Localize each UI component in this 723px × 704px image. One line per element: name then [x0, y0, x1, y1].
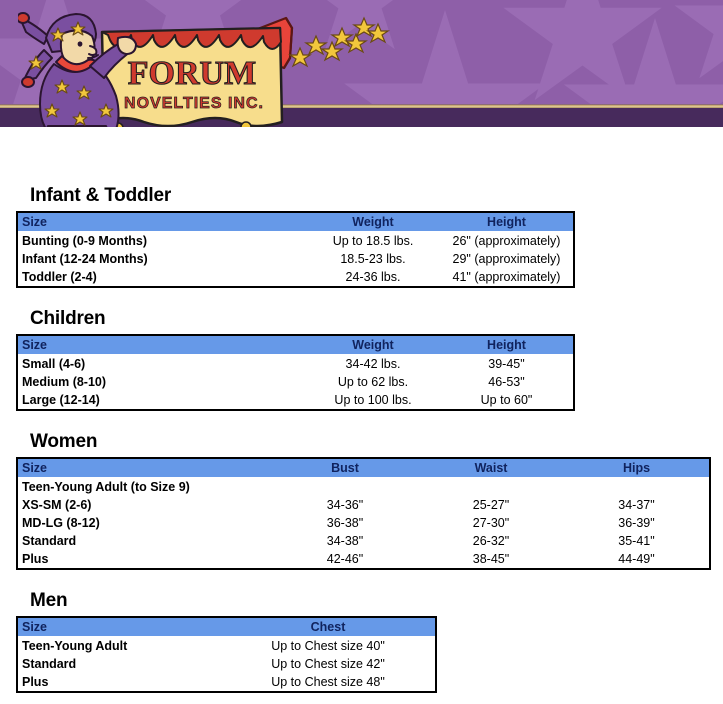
table-row: Plus 42-46" 38-45" 44-49": [17, 550, 710, 569]
column-header-chest: Chest: [221, 617, 436, 636]
cell-hips: 34-37": [618, 498, 655, 512]
page-title-children: Children: [30, 308, 106, 329]
table-header-row: Size Bust Waist Hips: [17, 458, 710, 477]
table-row: Bunting (0-9 Months) Up to 18.5 lbs. 26"…: [17, 231, 574, 250]
cell-size: XS-SM (2-6): [22, 498, 92, 512]
brand-name: FORUM: [128, 55, 256, 92]
column-header-height: Height: [440, 212, 574, 231]
cell-size: Infant (12-24 Months): [22, 252, 148, 266]
page-title-infant-toddler: Infant & Toddler: [30, 185, 172, 206]
cell-height: 29" (approximately): [452, 252, 561, 266]
size-table-men: Size Chest Teen-Young Adult Up to Chest …: [16, 616, 437, 693]
cell-size: Teen-Young Adult (to Size 9): [22, 480, 190, 494]
table-row: Large (12-14) Up to 100 lbs. Up to 60": [17, 391, 574, 410]
column-header-size: Size: [17, 212, 306, 231]
table-row: Medium (8-10) Up to 62 lbs. 46-53": [17, 373, 574, 391]
cell-bust: 36-38": [326, 516, 364, 530]
jester-mascot-icon: [18, 12, 137, 127]
cell-size: Large (12-14): [22, 393, 100, 407]
cell-height: 46-53": [488, 375, 525, 389]
cell-size: Standard: [22, 534, 77, 548]
cell-height: 39-45": [488, 357, 525, 371]
cell-size: Plus: [22, 552, 49, 566]
table-row: Standard 34-38" 26-32" 35-41": [17, 532, 710, 550]
section-men: Men Size Chest Teen-Young Adult Up to Ch…: [16, 590, 437, 693]
cell-size: Medium (8-10): [22, 375, 107, 389]
cell-hips: 36-39": [618, 516, 655, 530]
cell-bust: [272, 477, 418, 496]
table-header-row: Size Weight Height: [17, 335, 574, 354]
cell-waist: 25-27": [472, 498, 510, 512]
page-title-women: Women: [30, 431, 98, 452]
cell-weight: Up to 62 lbs.: [337, 375, 409, 389]
star-decoration-icon: [674, 0, 723, 79]
table-row: Small (4-6) 34-42 lbs. 39-45": [17, 354, 574, 373]
column-header-size: Size: [17, 617, 221, 636]
cell-hips: 35-41": [618, 534, 655, 548]
cell-weight: Up to 18.5 lbs.: [332, 234, 414, 248]
size-table-women: Size Bust Waist Hips Teen-Young Adult (t…: [16, 457, 711, 570]
column-header-weight: Weight: [306, 335, 440, 354]
table-row: Infant (12-24 Months) 18.5-23 lbs. 29" (…: [17, 250, 574, 268]
cell-bust: 34-38": [326, 534, 364, 548]
table-header-row: Size Weight Height: [17, 212, 574, 231]
cell-hips: [564, 477, 710, 496]
table-row: Plus Up to Chest size 48": [17, 673, 436, 692]
cell-size: Bunting (0-9 Months): [22, 234, 147, 248]
column-header-hips: Hips: [564, 458, 710, 477]
table-row: Teen-Young Adult (to Size 9): [17, 477, 710, 496]
page-title-men: Men: [30, 590, 68, 611]
table-row: Toddler (2-4) 24-36 lbs. 41" (approximat…: [17, 268, 574, 287]
cell-waist: [418, 477, 564, 496]
cell-bust: 34-36": [326, 498, 364, 512]
column-header-size: Size: [17, 458, 272, 477]
column-header-waist: Waist: [418, 458, 564, 477]
cell-bust: 42-46": [326, 552, 364, 566]
cell-size: Teen-Young Adult: [22, 639, 128, 653]
table-row: XS-SM (2-6) 34-36" 25-27" 34-37": [17, 496, 710, 514]
cell-chest: Up to Chest size 40": [271, 639, 385, 653]
section-women: Women Size Bust Waist Hips Teen-Young Ad…: [16, 431, 711, 570]
cell-size: Standard: [22, 657, 77, 671]
cell-chest: Up to Chest size 42": [271, 657, 385, 671]
cell-height: 41" (approximately): [452, 270, 561, 284]
brand-subtitle: NOVELTIES INC.: [124, 95, 264, 112]
cell-size: MD-LG (8-12): [22, 516, 100, 530]
size-table-children: Size Weight Height Small (4-6) 34-42 lbs…: [16, 334, 575, 411]
column-header-weight: Weight: [306, 212, 440, 231]
site-banner: FORUM NOVELTIES INC.: [0, 0, 723, 127]
column-header-size: Size: [17, 335, 306, 354]
cell-waist: 38-45": [472, 552, 510, 566]
column-header-height: Height: [440, 335, 574, 354]
cell-size: Small (4-6): [22, 357, 86, 371]
size-table-infant-toddler: Size Weight Height Bunting (0-9 Months) …: [16, 211, 575, 288]
table-row: Teen-Young Adult Up to Chest size 40": [17, 636, 436, 655]
cell-weight: 18.5-23 lbs.: [340, 252, 406, 266]
scroll-banner-icon: FORUM NOVELTIES INC.: [100, 26, 284, 127]
cell-waist: 26-32": [472, 534, 510, 548]
cell-height: 26" (approximately): [452, 234, 561, 248]
table-header-row: Size Chest: [17, 617, 436, 636]
section-infant-toddler: Infant & Toddler Size Weight Height Bunt…: [16, 185, 575, 288]
column-header-bust: Bust: [272, 458, 418, 477]
cell-hips: 44-49": [618, 552, 655, 566]
cell-weight: 24-36 lbs.: [345, 270, 401, 284]
cell-chest: Up to Chest size 48": [271, 675, 385, 689]
cell-weight: Up to 100 lbs.: [334, 393, 412, 407]
table-row: MD-LG (8-12) 36-38" 27-30" 36-39": [17, 514, 710, 532]
cell-weight: 34-42 lbs.: [345, 357, 401, 371]
section-children: Children Size Weight Height Small (4-6) …: [16, 308, 575, 411]
table-row: Standard Up to Chest size 42": [17, 655, 436, 673]
cell-waist: 27-30": [472, 516, 510, 530]
cell-size: Plus: [22, 675, 49, 689]
banner-gold-divider: [0, 104, 723, 108]
cell-height: Up to 60": [480, 393, 533, 407]
cell-size: Toddler (2-4): [22, 270, 97, 284]
